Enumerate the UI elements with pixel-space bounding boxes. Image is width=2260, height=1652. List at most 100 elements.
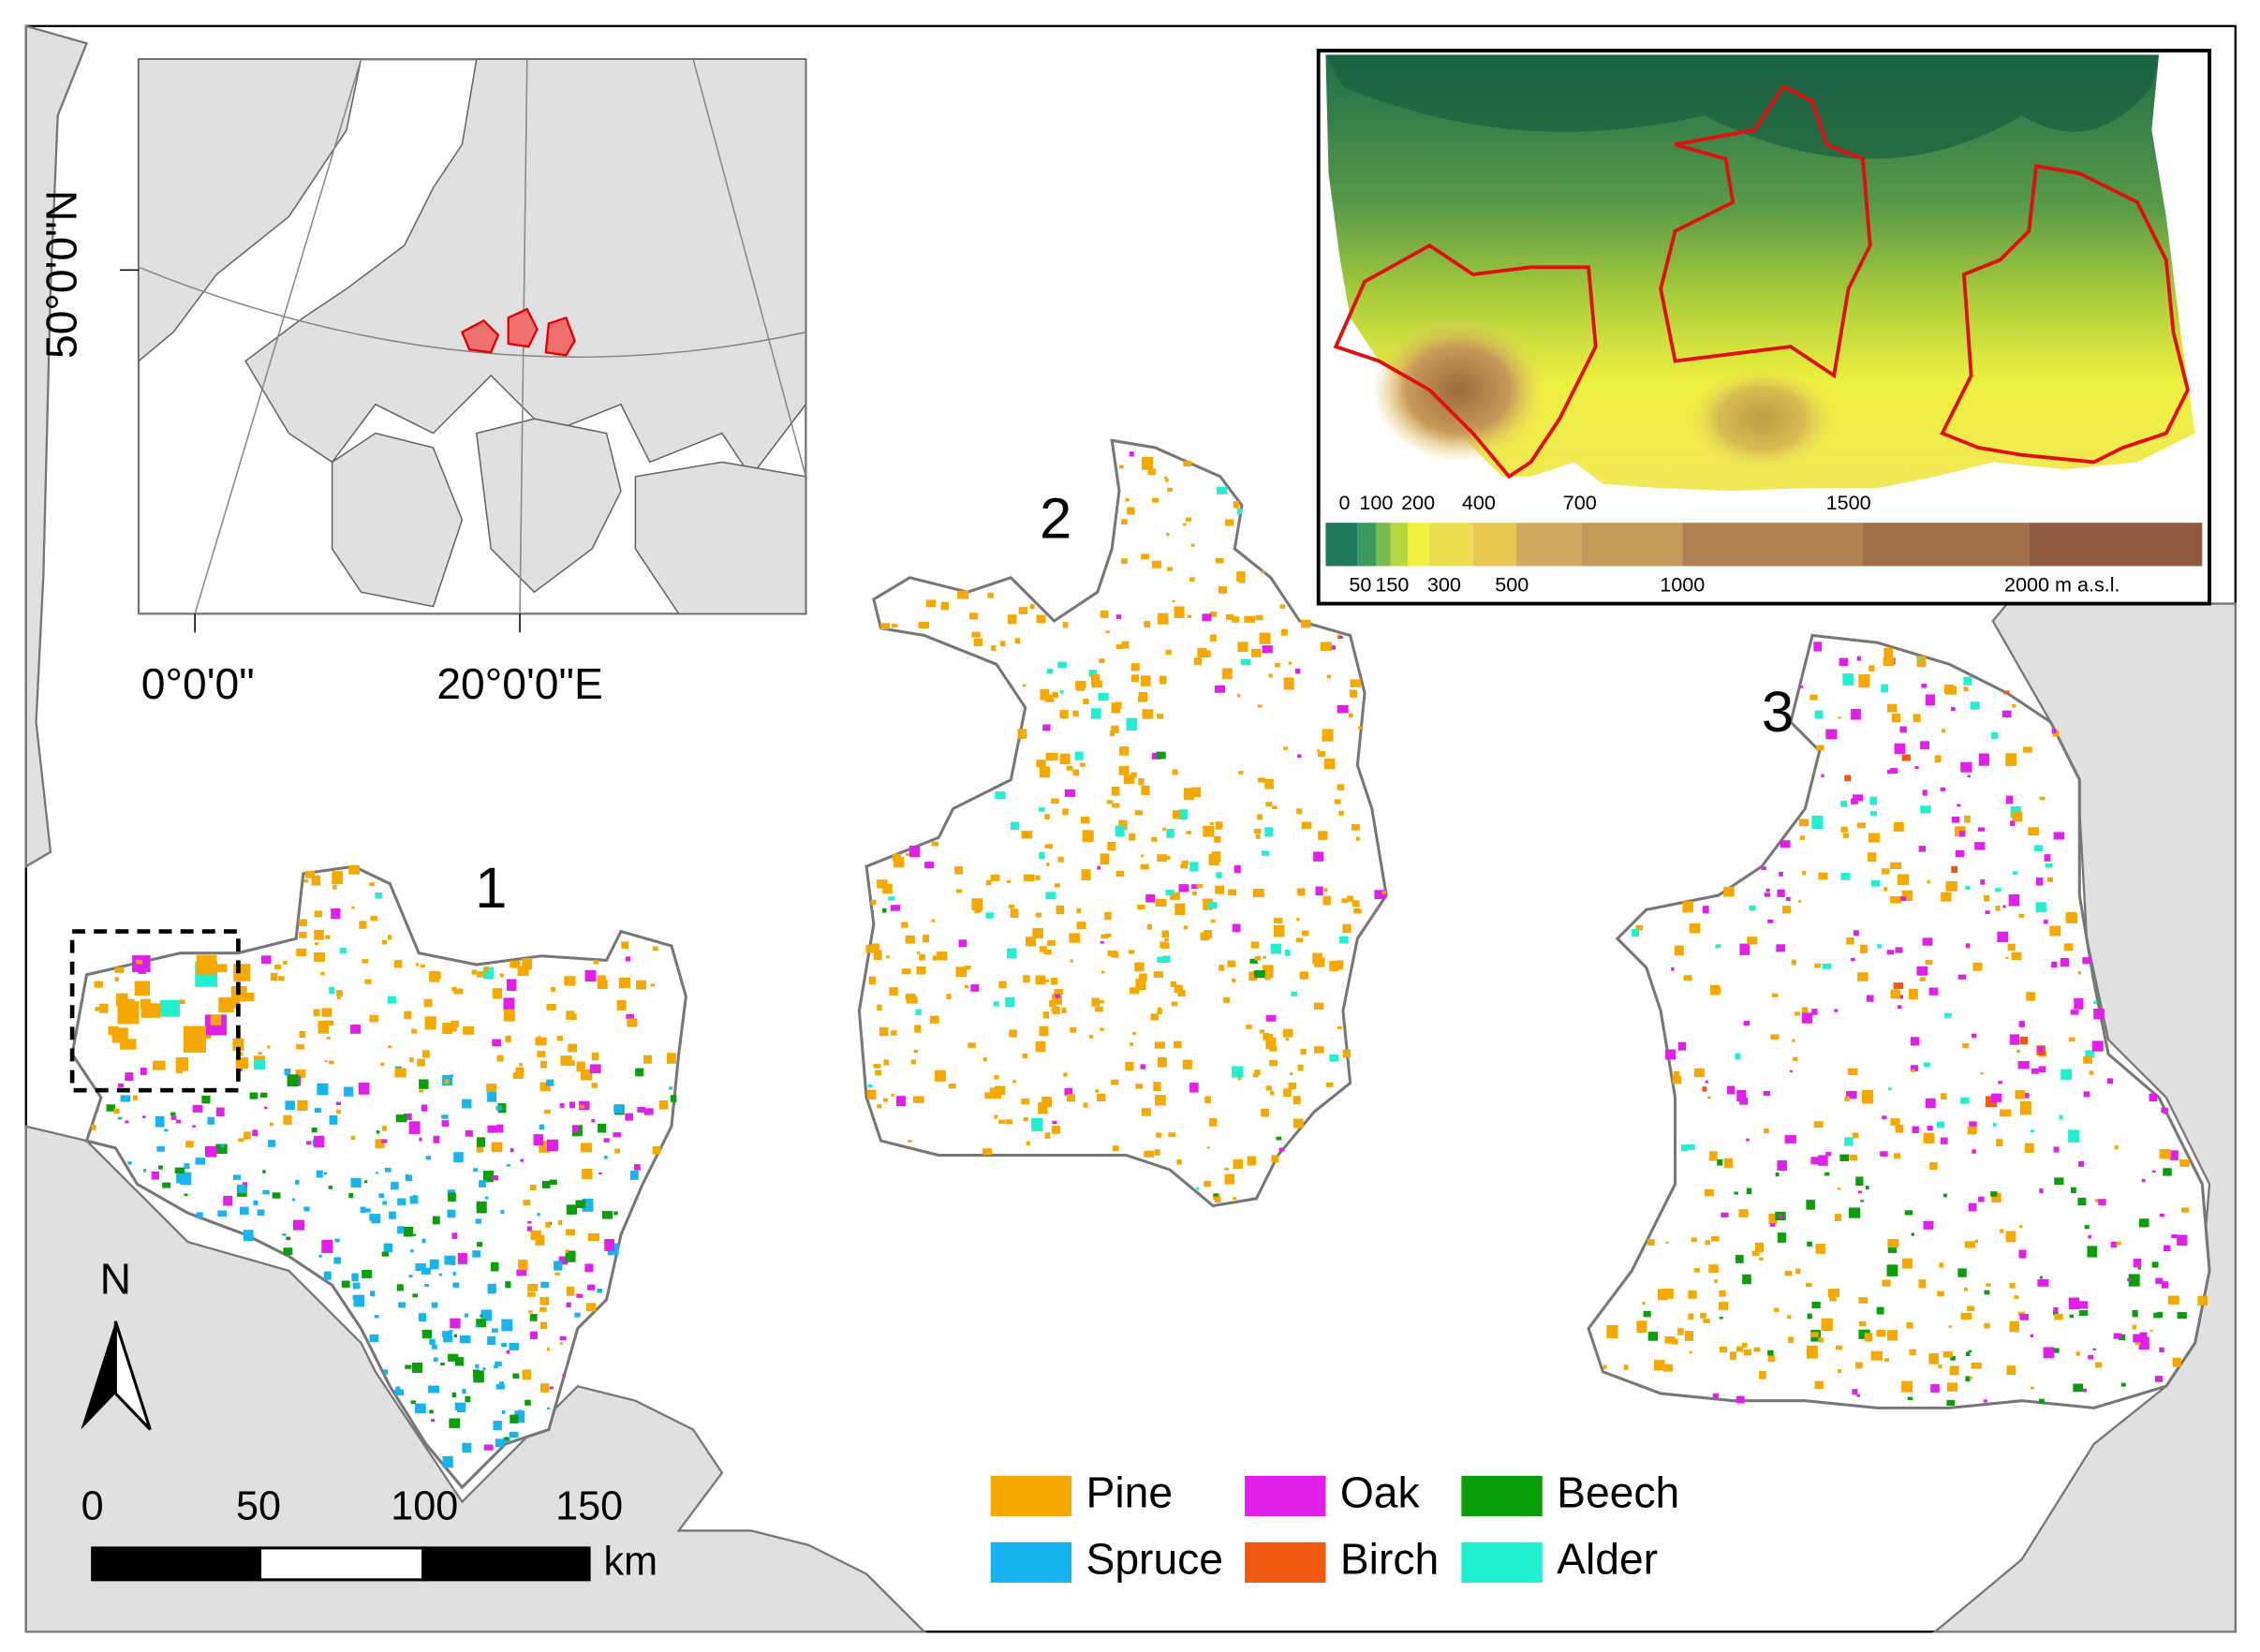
north-label: N (100, 1254, 131, 1303)
forest-patch (1022, 684, 1027, 687)
forest-patch (1913, 714, 1921, 723)
forest-patch (519, 1062, 523, 1067)
forest-patch (549, 1386, 554, 1390)
forest-patch (350, 1025, 361, 1034)
forest-patch (1131, 674, 1140, 683)
forest-patch (1795, 1011, 1800, 1016)
forest-patch (2018, 1021, 2025, 1027)
forest-patch (1141, 785, 1150, 795)
forest-patch (584, 969, 597, 982)
forest-patch (495, 1105, 502, 1111)
forest-patch (1144, 1150, 1155, 1158)
forest-patch (1814, 710, 1824, 719)
forest-patch (1978, 753, 1989, 766)
forest-patch (1741, 1342, 1748, 1348)
forest-patch (882, 907, 887, 913)
legend-swatch (990, 1475, 1072, 1517)
forest-patch (581, 1143, 593, 1153)
forest-patch (1317, 751, 1325, 758)
forest-patch (1111, 787, 1120, 796)
forest-patch (1301, 930, 1309, 937)
forest-patch (2098, 1199, 2106, 1205)
forest-patch (1254, 1069, 1261, 1076)
forest-patch (1964, 1241, 1976, 1248)
forest-patch (1145, 893, 1156, 903)
forest-patch (562, 1374, 566, 1378)
forest-patch (991, 645, 997, 651)
forest-patch (1918, 1279, 1927, 1289)
forest-patch (1057, 661, 1067, 669)
forest-patch (2088, 1234, 2091, 1239)
forest-patch (1643, 1310, 1651, 1318)
forest-patch (1774, 1307, 1780, 1312)
forest-patch (1717, 1158, 1723, 1166)
forest-patch (237, 1184, 246, 1194)
forest-patch (957, 590, 968, 599)
forest-patch (566, 1302, 571, 1307)
forest-patch (1055, 994, 1061, 998)
forest-patch (1190, 787, 1202, 798)
forest-patch (2051, 1348, 2060, 1353)
forest-patch (643, 1055, 652, 1064)
forest-patch (329, 1114, 338, 1125)
forest-patch (1807, 1241, 1812, 1247)
forest-patch (441, 1120, 450, 1127)
forest-patch (496, 1055, 504, 1062)
forest-patch (1017, 729, 1027, 739)
forest-patch (1167, 487, 1173, 492)
forest-patch (283, 960, 288, 966)
forest-patch (412, 1195, 418, 1200)
forest-patch (2002, 905, 2006, 908)
forest-patch (205, 1032, 212, 1040)
forest-patch (1723, 886, 1735, 897)
forest-patch (539, 1082, 551, 1092)
forest-patch (334, 1238, 340, 1243)
forest-patch (420, 964, 425, 968)
forest-patch (547, 1347, 551, 1351)
forest-patch (1154, 1041, 1165, 1049)
forest-patch (501, 1319, 513, 1332)
forest-patch (440, 1363, 445, 1366)
forest-patch (1219, 965, 1224, 971)
forest-patch (1255, 833, 1261, 839)
forest-patch (1232, 978, 1236, 982)
forest-patch (1170, 981, 1176, 988)
forest-patch (1916, 656, 1927, 668)
forest-patch (332, 871, 343, 885)
forest-patch (2052, 1310, 2059, 1316)
scale-label: 100 (391, 1484, 458, 1529)
forest-patch (2077, 971, 2081, 975)
forest-patch (2083, 1091, 2090, 1098)
forest-patch (1721, 1212, 1729, 1217)
forest-patch (1039, 929, 1043, 936)
forest-patch (505, 1281, 511, 1289)
forest-patch (1840, 873, 1851, 880)
forest-patch (418, 1313, 427, 1321)
forest-patch (948, 1084, 956, 1089)
forest-patch (374, 1315, 379, 1319)
forest-patch (106, 1104, 116, 1112)
forest-patch (1301, 821, 1312, 830)
forest-patch (352, 1294, 361, 1300)
forest-patch (375, 892, 382, 899)
forest-patch (1270, 943, 1281, 954)
forest-patch (318, 1020, 329, 1034)
forest-patch (597, 975, 606, 985)
forest-patch (314, 929, 324, 940)
forest-patch (1876, 1306, 1884, 1315)
forest-patch (614, 1148, 621, 1154)
forest-patch (1252, 889, 1264, 898)
forest-patch (1097, 865, 1101, 870)
forest-patch (1296, 808, 1303, 815)
forest-patch (1100, 940, 1104, 944)
forest-patch (1279, 604, 1286, 609)
forest-patch (522, 958, 532, 970)
forest-patch (503, 1009, 515, 1022)
forest-patch (2051, 961, 2058, 968)
forest-patch (568, 1043, 578, 1053)
forest-patch (185, 1141, 194, 1148)
forest-patch (99, 1003, 109, 1013)
forest-patch (1821, 1318, 1833, 1331)
forest-patch (1806, 1200, 1815, 1210)
forest-patch (1352, 900, 1360, 907)
